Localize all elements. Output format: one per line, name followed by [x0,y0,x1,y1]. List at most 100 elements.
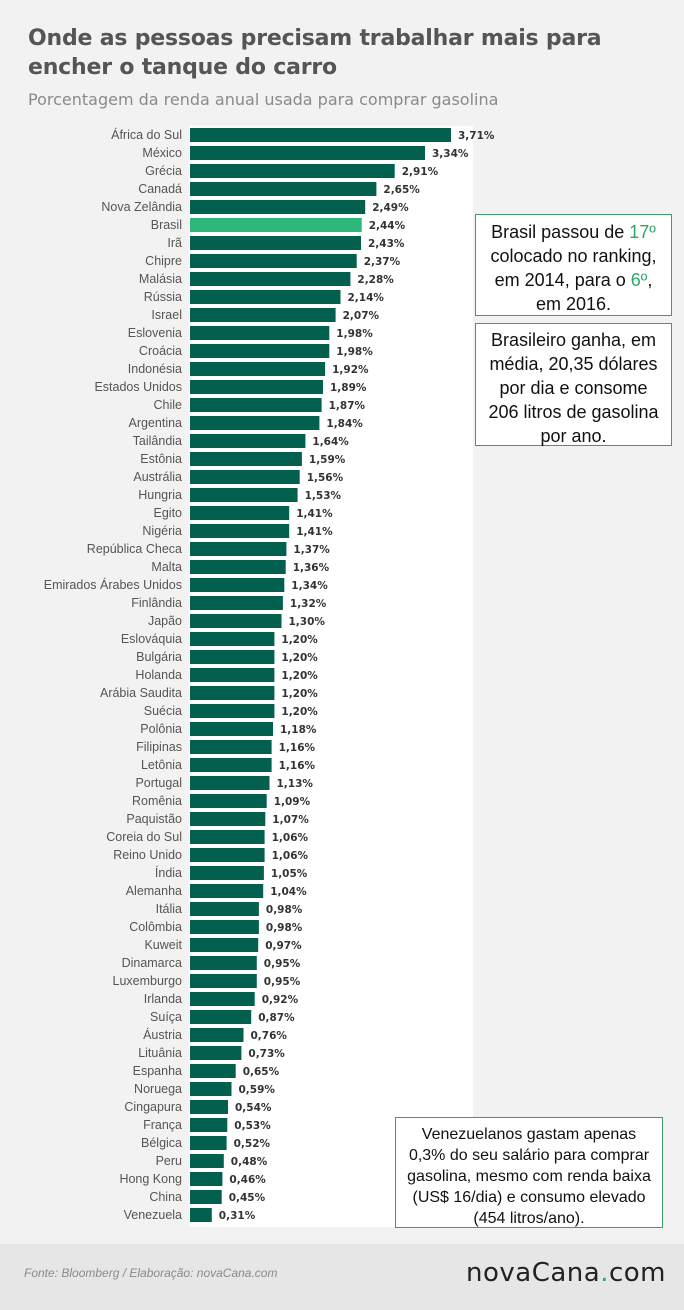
bar-hungria [190,488,298,502]
category-label-dinamarca: Dinamarca [122,956,182,970]
value-label-argentina: 1,84% [326,418,363,430]
category-label-austria: Áustria [143,1027,182,1042]
value-label-emirados-arabes-unidos: 1,34% [291,580,328,592]
category-label-republica-checa: República Checa [87,542,182,556]
bar-polonia [190,722,273,736]
value-label-peru: 0,48% [231,1156,268,1168]
value-label-russia: 2,14% [348,292,385,304]
bar-indonesia [190,362,326,376]
bar-holanda [190,668,275,682]
category-label-grecia: Grécia [145,164,182,178]
bar-espanha [190,1064,236,1078]
bar-romenia [190,794,267,808]
value-label-malasia: 2,28% [357,274,394,286]
value-label-coreia-do-sul: 1,06% [272,832,309,844]
logo-tld: com [608,1258,666,1288]
category-label-irlanda: Irlanda [144,992,182,1006]
category-label-franca: França [143,1118,182,1132]
category-label-letonia: Letônia [141,758,182,772]
value-label-hungria: 1,53% [305,490,342,502]
category-label-espanha: Espanha [133,1064,182,1078]
bar-africa-do-sul [190,128,451,142]
category-label-tailandia: Tailândia [133,434,182,448]
category-label-malasia: Malásia [139,272,182,286]
category-labels-group: África do Sul México Grécia Canadá Nova Zelâ… [44,127,183,1222]
bar-chipre [190,254,357,268]
bar-kuweit [190,938,259,952]
bar-portugal [190,776,270,790]
bar-colombia [190,920,259,934]
value-label-espanha: 0,65% [243,1066,280,1078]
value-label-alemanha: 1,04% [270,886,307,898]
category-label-alemanha: Alemanha [126,884,182,898]
chart-title: Onde as pessoas precisam trabalhar mais … [28,26,602,80]
category-label-chipre: Chipre [145,254,182,268]
category-label-malta: Malta [151,560,182,574]
bar-lituania [190,1046,242,1060]
value-label-polonia: 1,18% [280,724,317,736]
category-label-israel: Israel [151,308,182,322]
value-label-dinamarca: 0,95% [264,958,301,970]
value-label-venezuela: 0,31% [219,1210,256,1222]
rank-2014: 17º [629,222,656,242]
value-label-australia: 1,56% [307,472,344,484]
value-label-austria: 0,76% [251,1030,288,1042]
category-label-estonia: Estônia [140,452,182,466]
bar-china [190,1190,222,1204]
bar-cingapura [190,1100,228,1114]
category-label-nova-zelandia: Nova Zelândia [101,200,182,214]
value-label-egito: 1,41% [296,508,333,520]
value-label-lituania: 0,73% [248,1048,285,1060]
value-label-tailandia: 1,64% [312,436,349,448]
value-label-japao: 1,30% [289,616,326,628]
value-label-grecia: 2,91% [402,166,439,178]
category-label-japao: Japão [148,614,182,628]
category-label-paquistao: Paquistão [126,812,182,826]
bar-arabia-saudita [190,686,275,700]
annotation-brasil-rank: Brasil passou de 17º colocado no ranking… [475,214,672,316]
bar-estonia [190,452,302,466]
source-note: Fonte: Bloomberg / Elaboração: novaCana.… [24,1266,278,1280]
value-label-india: 1,05% [271,868,308,880]
bar-republica-checa [190,542,287,556]
bar-canada [190,182,377,196]
category-label-arabia-saudita: Arábia Saudita [100,686,182,700]
category-label-mexico: México [142,146,182,160]
bar-irlanda [190,992,255,1006]
bar-franca [190,1118,228,1132]
value-label-china: 0,45% [229,1192,266,1204]
bar-nigeria [190,524,290,538]
category-label-suecia: Suécia [144,704,182,718]
category-label-ira: Irã [167,236,182,250]
value-label-franca: 0,53% [234,1120,271,1132]
bar-austria [190,1028,244,1042]
category-label-india: Índia [155,865,182,880]
bar-suecia [190,704,275,718]
value-label-eslovenia: 1,98% [336,328,373,340]
value-label-republica-checa: 1,37% [293,544,330,556]
value-label-filipinas: 1,16% [279,742,316,754]
bar-eslovenia [190,326,330,340]
value-label-noruega: 0,59% [239,1084,276,1096]
value-label-africa-do-sul: 3,71% [458,130,495,142]
value-label-suecia: 1,20% [281,706,318,718]
category-label-hong-kong: Hong Kong [119,1172,182,1186]
category-label-australia: Austrália [133,470,182,484]
bar-filipinas [190,740,272,754]
value-label-mexico: 3,34% [432,148,469,160]
category-label-bulgaria: Bulgária [136,650,182,664]
value-label-portugal: 1,13% [277,778,314,790]
value-label-nigeria: 1,41% [296,526,333,538]
value-label-paquistao: 1,07% [272,814,309,826]
value-label-nova-zelandia: 2,49% [372,202,409,214]
bar-malasia [190,272,351,286]
bar-brasil [190,218,362,232]
annotation-brasil-rank-text-1: Brasil passou de [491,222,630,242]
annotation-brasil-income: Brasileiro ganha, em média, 20,35 dólare… [475,323,672,446]
bar-finlandia [190,596,283,610]
bar-eslovaquia [190,632,275,646]
value-label-arabia-saudita: 1,20% [281,688,318,700]
value-label-brasil: 2,44% [369,220,406,232]
annotation-brasil-rank-text-2: colocado no ranking, em 2014, para o [490,246,657,290]
value-label-luxemburgo: 0,95% [264,976,301,988]
